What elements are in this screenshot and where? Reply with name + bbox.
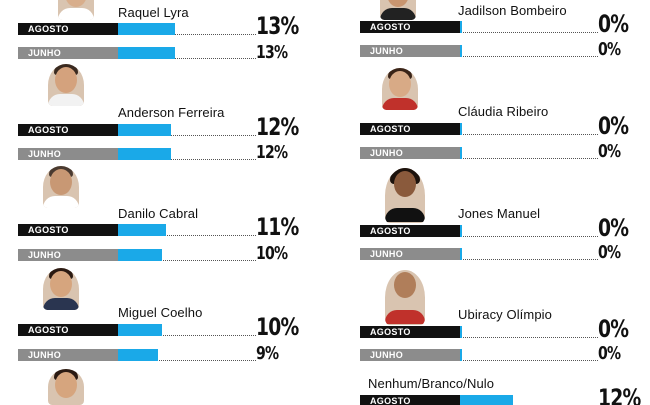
pct-junho: 9% [256, 343, 279, 364]
pct-agosto: 12% [256, 113, 299, 141]
candidate-photo [58, 0, 94, 20]
pct-agosto: 0% [598, 10, 629, 38]
candidate-name: Nenhum/Branco/Nulo [368, 376, 495, 391]
junho-label: JUNHO [360, 349, 460, 361]
candidate-photo [48, 64, 84, 106]
candidate-photo [43, 166, 79, 208]
bar-junho [118, 249, 162, 261]
bar-row-agosto: AGOSTO [18, 124, 256, 136]
candidate-card-ubiracy-olimpio: Ubiracy Olímpio AGOSTO 0% JUNHO 0% [360, 270, 650, 370]
bar-junho [460, 45, 462, 57]
bar-row-agosto: AGOSTO [18, 324, 256, 336]
junho-label: JUNHO [360, 45, 460, 57]
bar-agosto [118, 23, 176, 35]
candidate-photo [43, 268, 79, 310]
candidate-card-raquel-lyra: Raquel Lyra AGOSTO 13% JUNHO 13% [18, 0, 318, 78]
pct-agosto: 13% [256, 12, 299, 40]
candidate-name: Jones Manuel [458, 206, 541, 221]
bar-row-junho: JUNHO [360, 147, 598, 159]
bar-row-agosto: AGOSTO [360, 225, 598, 237]
bar-junho [460, 349, 462, 361]
bar-junho [118, 349, 158, 361]
bar-agosto [460, 326, 462, 338]
agosto-label: AGOSTO [360, 123, 460, 135]
bar-row-junho: JUNHO [360, 248, 598, 260]
agosto-label: AGOSTO [360, 21, 460, 33]
bar-agosto [118, 324, 162, 336]
candidate-name: Ubiracy Olímpio [458, 307, 552, 322]
junho-label: JUNHO [360, 147, 460, 159]
pct-junho: 0% [598, 343, 621, 364]
bar-row-agosto: AGOSTO [360, 395, 598, 405]
candidate-card-anderson-ferreira: Anderson Ferreira AGOSTO 12% JUNHO 12% [18, 64, 318, 164]
agosto-label: AGOSTO [360, 326, 460, 338]
pct-agosto: 11% [256, 213, 299, 241]
junho-label: JUNHO [18, 148, 118, 160]
bar-junho [118, 47, 176, 59]
pct-junho: 0% [598, 141, 621, 162]
candidate-name: Raquel Lyra [118, 5, 189, 20]
candidate-photo [380, 0, 416, 20]
candidate-card-jadilson-bombeiro: Jadilson Bombeiro AGOSTO 0% JUNHO 0% [360, 0, 650, 78]
candidate-photo [385, 270, 425, 325]
candidate-card-jones-manuel: Jones Manuel AGOSTO 0% JUNHO 0% [360, 168, 650, 268]
agosto-label: AGOSTO [18, 23, 118, 35]
bar-agosto [118, 124, 171, 136]
candidate-card-danilo-cabral: Danilo Cabral AGOSTO 11% JUNHO 10% [18, 166, 318, 266]
bar-row-junho: JUNHO [18, 148, 256, 160]
bar-row-agosto: AGOSTO [360, 21, 598, 33]
candidate-name: Anderson Ferreira [118, 105, 225, 120]
candidate-name: Miguel Coelho [118, 305, 203, 320]
agosto-label: AGOSTO [18, 224, 118, 236]
bar-agosto [460, 395, 513, 405]
pct-agosto: 0% [598, 112, 629, 140]
bar-junho [460, 147, 462, 159]
junho-label: JUNHO [18, 349, 118, 361]
candidate-photo [382, 68, 418, 110]
bar-junho [118, 148, 171, 160]
pct-junho: 10% [256, 243, 288, 264]
bar-agosto [460, 225, 462, 237]
agosto-label: AGOSTO [360, 395, 460, 405]
agosto-label: AGOSTO [360, 225, 460, 237]
candidate-name: Cláudia Ribeiro [458, 104, 549, 119]
candidate-name: Danilo Cabral [118, 206, 199, 221]
pct-agosto: 0% [598, 214, 629, 242]
bar-row-agosto: AGOSTO [18, 224, 256, 236]
bar-junho [460, 248, 462, 260]
candidate-card-nenhum-branco-nulo: Nenhum/Branco/Nulo AGOSTO 12% [360, 372, 650, 405]
bar-agosto [460, 123, 462, 135]
junho-label: JUNHO [18, 47, 118, 59]
candidate-photo [385, 168, 425, 223]
bar-row-junho: JUNHO [18, 47, 256, 59]
pct-junho: 0% [598, 39, 621, 60]
pct-agosto: 12% [598, 384, 641, 405]
bar-row-junho: JUNHO [360, 45, 598, 57]
bar-row-agosto: AGOSTO [18, 23, 256, 35]
candidate-card-claudia-ribeiro: Cláudia Ribeiro AGOSTO 0% JUNHO 0% [360, 68, 650, 168]
pct-junho: 0% [598, 242, 621, 263]
pct-junho: 12% [256, 142, 288, 163]
bar-row-agosto: AGOSTO [360, 326, 598, 338]
pct-agosto: 10% [256, 313, 299, 341]
pct-junho: 13% [256, 42, 288, 63]
candidate-photo [48, 369, 84, 405]
junho-label: JUNHO [360, 248, 460, 260]
pct-agosto: 0% [598, 315, 629, 343]
bar-agosto [460, 21, 462, 33]
candidate-card-miguel-coelho: Miguel Coelho AGOSTO 10% JUNHO 9% [18, 268, 318, 368]
junho-label: JUNHO [18, 249, 118, 261]
bar-row-junho: JUNHO [18, 249, 256, 261]
candidate-name: Jadilson Bombeiro [458, 3, 567, 18]
bar-row-agosto: AGOSTO [360, 123, 598, 135]
bar-row-junho: JUNHO [360, 349, 598, 361]
bar-agosto [118, 224, 167, 236]
agosto-label: AGOSTO [18, 124, 118, 136]
bar-row-junho: JUNHO [18, 349, 256, 361]
agosto-label: AGOSTO [18, 324, 118, 336]
